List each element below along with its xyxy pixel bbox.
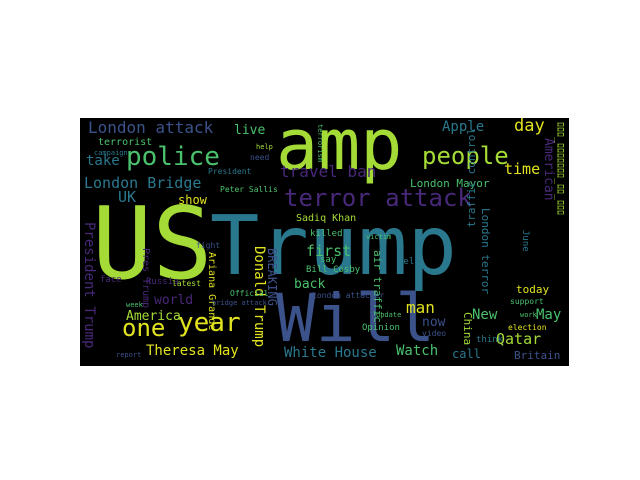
word-call: call bbox=[452, 347, 481, 361]
word-world: world bbox=[154, 293, 194, 308]
word-ariana-grande: Ariana Grande bbox=[206, 252, 217, 331]
word-police: police bbox=[126, 142, 220, 172]
word-official: Official bbox=[230, 289, 269, 298]
word-traffic-control: traffic control bbox=[465, 128, 478, 228]
word-first: first bbox=[306, 242, 352, 260]
word-support: support bbox=[510, 297, 544, 306]
word-london-mayor: London Mayor bbox=[410, 177, 490, 190]
word-president-trump: President Trump bbox=[81, 222, 97, 349]
word-say: say bbox=[320, 255, 337, 265]
word-week: week bbox=[126, 301, 143, 309]
word-report: report bbox=[116, 351, 142, 359]
word-cloud: US Trump Will amp police people terror a… bbox=[80, 118, 569, 366]
word-glyphs: ﾛﾛﾛ_ﾛﾛﾛﾛﾛﾛﾛ_ﾛﾛ_ﾛﾛﾛ bbox=[554, 122, 565, 216]
word-victim: victim bbox=[366, 233, 392, 241]
word-will: Will bbox=[276, 280, 435, 357]
word-us: US bbox=[92, 185, 213, 302]
word-latest: latest bbox=[172, 279, 201, 288]
word-may: May bbox=[536, 307, 562, 323]
word-watch: Watch bbox=[396, 343, 439, 359]
word-think: think bbox=[476, 335, 504, 345]
word-china: China bbox=[461, 312, 474, 346]
word-year: year bbox=[178, 308, 241, 338]
word-terrorist: terrorist bbox=[98, 137, 153, 148]
word-show: show bbox=[178, 193, 207, 207]
word-work: work bbox=[520, 311, 537, 319]
word-opinion: Opinion bbox=[362, 323, 400, 333]
word-live: live bbox=[234, 123, 266, 138]
word-president: President bbox=[208, 167, 252, 176]
word-america: America bbox=[126, 309, 181, 324]
word-today: today bbox=[516, 283, 550, 296]
word-american: American bbox=[541, 138, 556, 201]
word-london-attacker: London attacker bbox=[312, 291, 385, 300]
word-time: time bbox=[504, 160, 541, 178]
word-election: election bbox=[508, 323, 547, 332]
word-london-terror: London terror bbox=[479, 208, 492, 295]
word-london-bridge: London Bridge bbox=[84, 174, 202, 192]
word-travel-ban: travel ban bbox=[280, 162, 377, 181]
word-amp: amp bbox=[276, 118, 403, 186]
word-face: face bbox=[100, 275, 122, 285]
word-people: people bbox=[422, 142, 509, 170]
word-need: need bbox=[250, 153, 270, 162]
word-theresa-may: Theresa May bbox=[146, 343, 239, 359]
word-tell: tell bbox=[398, 257, 420, 267]
word-take: take bbox=[86, 153, 120, 169]
word-back: back bbox=[294, 277, 326, 292]
word-white-house: White House bbox=[284, 345, 377, 361]
word-june: June bbox=[520, 230, 530, 252]
word-trump: Trump bbox=[210, 199, 457, 294]
word-update: update bbox=[376, 311, 402, 319]
word-killed: killed bbox=[310, 229, 343, 239]
word-now: now bbox=[422, 315, 446, 330]
word-man: man bbox=[406, 298, 435, 317]
word-air-traffic: air traffic bbox=[371, 250, 384, 323]
word-apple: Apple bbox=[442, 119, 485, 135]
word-pres-trump: Pres Trump bbox=[140, 248, 151, 309]
word-campaign: campaign bbox=[94, 149, 128, 157]
word-britain: Britain bbox=[514, 349, 561, 362]
word-qatar: Qatar bbox=[496, 330, 542, 348]
word-day: day bbox=[514, 118, 545, 136]
word-london-attack: London attack bbox=[88, 118, 214, 137]
word-breaking: BREAKING bbox=[265, 248, 279, 306]
word-peter-sallis: Peter Sallis bbox=[220, 185, 278, 194]
word-help: help bbox=[256, 143, 273, 151]
word-terrorism: terrorism bbox=[316, 124, 324, 162]
word-bill-cosby: Bill Cosby bbox=[306, 265, 361, 275]
word-new: New bbox=[472, 307, 498, 323]
word-fight: fight bbox=[196, 241, 221, 250]
word-bridge-attack: bridge attack bbox=[212, 299, 267, 307]
word-one: one bbox=[122, 314, 166, 342]
word-donald-trump: Donald Trump bbox=[251, 246, 267, 348]
word-russia: Russia bbox=[146, 277, 179, 287]
word-uk: UK bbox=[118, 188, 137, 206]
word-sadiq-khan: Sadiq Khan bbox=[296, 213, 357, 224]
word-terror-attack: terror attack bbox=[284, 184, 472, 212]
word-video: video bbox=[422, 329, 447, 338]
